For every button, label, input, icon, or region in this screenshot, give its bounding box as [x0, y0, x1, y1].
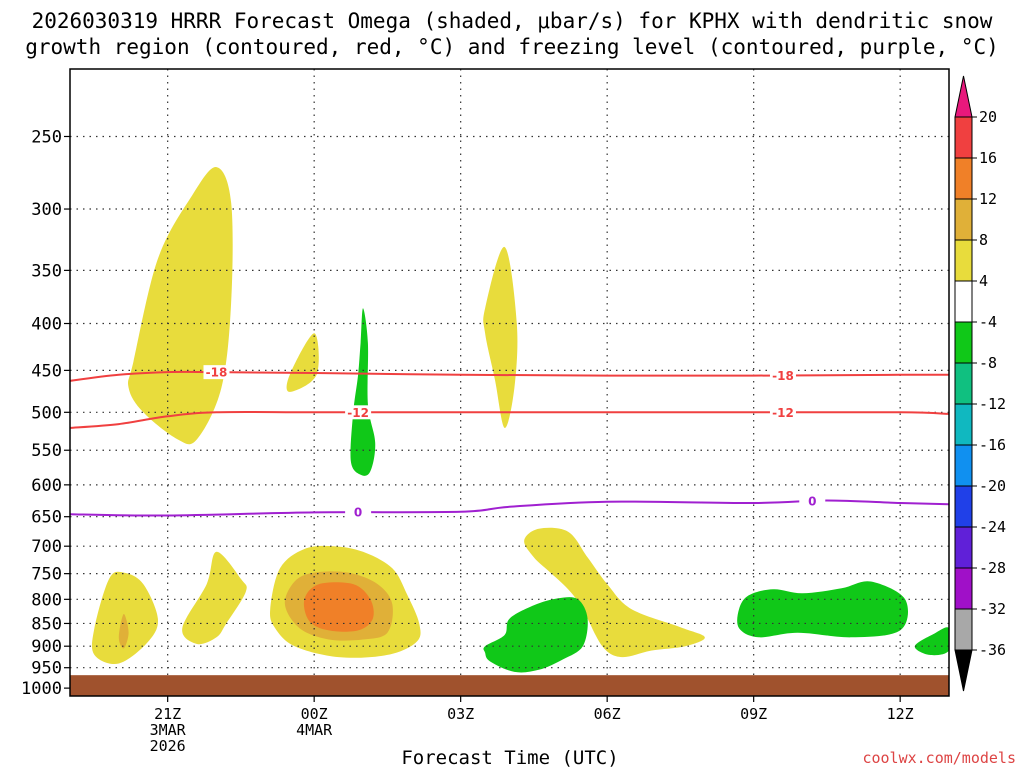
colorbar-label-8: -16 [979, 436, 1006, 454]
colorbar-band-1 [954, 116, 973, 159]
colorbar-band-3 [954, 198, 973, 241]
colorbar-label-4: 4 [979, 272, 988, 290]
colorbar-label-5: -4 [979, 313, 997, 331]
colorbar-label-2: 12 [979, 190, 997, 208]
xtick-label-0-0: 21Z [154, 705, 181, 723]
contour-line-freezing-level [70, 499, 949, 517]
colorbar-top-arrow [954, 75, 973, 118]
ytick-label-400: 400 [31, 315, 62, 335]
ytick-label-350: 350 [31, 261, 62, 281]
contour-label-dgz-minus18-1: -18 [772, 369, 794, 383]
colorbar-band-7 [954, 362, 973, 405]
colorbar-bottom-arrow [954, 649, 973, 692]
omega-region-narrow-yellow-blob-03z [483, 246, 518, 428]
xtick-label-0-2: 2026 [150, 737, 186, 755]
xtick-label-9-0: 06Z [594, 705, 621, 723]
colorbar-label-11: -28 [979, 559, 1006, 577]
xtick-label-15-0: 12Z [887, 705, 914, 723]
x-axis-title: Forecast Time (UTC) [401, 747, 618, 768]
omega-region-small-yellow-blob-upper [286, 333, 319, 392]
colorbar-band-13 [954, 608, 973, 651]
omega-region-low-yellow-blob-04z [524, 527, 705, 658]
colorbar-band-10 [954, 485, 973, 528]
ytick-label-700: 700 [31, 537, 62, 557]
colorbar-band-11 [954, 526, 973, 569]
colorbar-band-4 [954, 239, 973, 282]
contour-label-bg-freezing-level-1 [799, 493, 826, 508]
contour-label-dgz-minus12-0: -12 [347, 406, 369, 420]
omega-region-low-green-blob-edge [914, 627, 949, 656]
y-axis: 250 300 350 400 450 500 550 600 650 700 750 800 850 9… [21, 127, 70, 699]
ytick-label-850: 850 [31, 614, 62, 634]
xtick-label-3-0: 00Z [301, 705, 328, 723]
omega-region-low-orange-spot-left [118, 613, 129, 649]
ytick-label-1000: 1000 [21, 679, 62, 699]
colorbar-label-13: -36 [979, 641, 1006, 659]
credit-text: coolwx.com/models [862, 749, 1016, 767]
colorbar-band-9 [954, 444, 973, 487]
xtick-label-3-1: 4MAR [296, 721, 333, 739]
colorbar-label-7: -12 [979, 395, 1006, 413]
ytick-label-300: 300 [31, 200, 62, 220]
colorbar-band-5 [954, 280, 973, 323]
ground-layer [70, 675, 949, 696]
colorbar: 20 16 12 8 4 -4 -8 -12 -16 -20 -24 -28 -32 -36 [954, 75, 1006, 692]
contour-label-bg-dgz-minus18-1 [769, 368, 796, 383]
ytick-label-800: 800 [31, 590, 62, 610]
contour-label-dgz-minus18-0: -18 [206, 366, 228, 380]
ytick-label-950: 950 [31, 659, 62, 679]
ytick-label-450: 450 [31, 361, 62, 381]
colorbar-label-10: -24 [979, 518, 1006, 536]
ytick-label-550: 550 [31, 441, 62, 461]
colorbar-label-9: -20 [979, 477, 1006, 495]
contour-label-bg-dgz-minus18-0 [203, 365, 230, 380]
xtick-label-0-1: 3MAR [150, 721, 187, 739]
colorbar-band-8 [954, 403, 973, 446]
contour-label-dgz-minus12-1: -12 [772, 406, 794, 420]
xtick-label-12-0: 09Z [740, 705, 767, 723]
colorbar-label-3: 8 [979, 231, 988, 249]
omega-region-green-column-00z [350, 308, 376, 476]
contour-label-freezing-level-1: 0 [808, 494, 816, 508]
colorbar-band-2 [954, 157, 973, 200]
chart-title-line2: growth region (contoured, red, °C) and f… [25, 35, 999, 59]
colorbar-band-12 [954, 567, 973, 610]
ytick-label-500: 500 [31, 403, 62, 423]
colorbar-label-12: -32 [979, 600, 1006, 618]
contour-label-bg-dgz-minus12-0 [345, 405, 372, 420]
omega-shading-layer [91, 167, 949, 673]
omega-region-low-green-blob-04z [483, 597, 588, 673]
colorbar-label-6: -8 [979, 354, 997, 372]
omega-region-low-yellow-blob-21z [182, 551, 247, 645]
contour-layer: -18 -18 -12 -12 0 0 [70, 365, 949, 520]
colorbar-label-1: 16 [979, 149, 997, 167]
xtick-label-6-0: 03Z [447, 705, 474, 723]
ytick-label-600: 600 [31, 476, 62, 496]
contour-line-dgz-minus12 [70, 410, 949, 429]
chart-title-line1: 2026030319 HRRR Forecast Omega (shaded, … [32, 9, 993, 33]
colorbar-label-0: 20 [979, 108, 997, 126]
contour-label-bg-freezing-level-0 [345, 505, 372, 520]
colorbar-band-6 [954, 321, 973, 364]
ytick-label-750: 750 [31, 565, 62, 585]
omega-region-low-darkorange-core-00z [303, 582, 374, 632]
contour-label-bg-dgz-minus12-1 [769, 405, 796, 420]
plot-frame [69, 68, 950, 697]
contour-line-dgz-minus18 [70, 370, 949, 382]
contour-label-freezing-level-0: 0 [354, 506, 362, 520]
ytick-label-250: 250 [31, 127, 62, 147]
omega-region-low-green-blob-09z [737, 581, 909, 638]
ground-fill [70, 675, 949, 696]
omega-region-upper-yellow-blob [128, 167, 233, 445]
ytick-label-650: 650 [31, 508, 62, 528]
ytick-label-900: 900 [31, 637, 62, 657]
